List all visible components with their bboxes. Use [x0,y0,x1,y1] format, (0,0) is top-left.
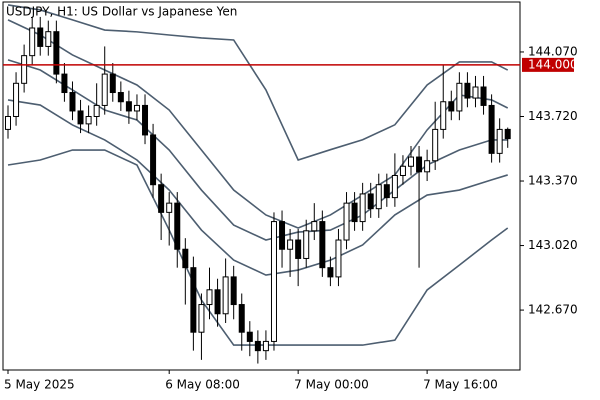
candle-body [472,86,479,99]
y-tick-label: 142.670 [528,303,578,317]
candle-body [5,115,11,130]
candle-body [351,202,358,223]
candle-body [496,128,503,154]
candle-body [21,55,28,84]
candle-body [142,104,149,136]
candle-body [287,239,294,250]
candle-body [246,331,253,342]
y-tick-label: 143.370 [528,174,578,188]
candle-body [174,202,181,250]
candle-body [448,101,455,112]
candle-body [488,104,495,154]
candle-body [214,289,221,315]
candle-body [311,221,318,232]
candle-body [456,82,463,112]
candle-body [335,239,342,278]
candle-body [206,289,213,306]
candle-body [270,221,277,342]
candle-body [230,276,237,306]
chart-title: USDJPY, H1: US Dollar vs Japanese Yen [6,5,237,19]
level-label: 144.000 [528,57,578,71]
candle-body [29,27,36,57]
candle-body [150,134,157,186]
candle-body [53,31,60,75]
candle-body [416,156,423,173]
candle-body [133,104,140,112]
candle-body [343,202,350,241]
candle-body [262,340,269,352]
candle-body [359,193,366,223]
candle-body [440,101,447,130]
plot-frame [2,1,521,371]
candle-body [319,221,326,269]
candle-body [13,82,20,117]
candle-body [190,267,197,333]
candle-body [69,92,76,112]
candle-body [182,248,189,269]
candle-body [77,110,84,125]
candle-body [391,174,398,199]
y-tick-label: 143.020 [528,238,578,252]
x-tick-label: 6 May 08:00 [165,378,240,392]
candle-body [45,31,52,47]
candle-body [254,340,261,352]
candle-body [327,267,334,278]
candle-body [399,165,406,176]
x-tick-label: 7 May 16:00 [423,378,498,392]
candle-body [367,193,374,210]
candle-body [383,184,390,199]
x-tick-label: 5 May 2025 [4,378,75,392]
candle-body [198,304,205,333]
level-label-box [522,57,574,72]
candle-body [408,156,414,167]
candle-body [85,115,92,125]
candle-body [61,73,68,94]
candle-body [158,184,165,213]
candle-body [93,104,100,117]
candle-body [125,101,132,112]
candle-body [375,184,382,210]
candle-body [109,73,116,94]
y-tick-label: 143.720 [528,109,578,123]
plot-layer [3,4,520,364]
candle-body [464,82,471,99]
candle-body [222,276,229,315]
candle-body [432,128,439,162]
candle-body [117,92,124,103]
candle-body [480,86,487,106]
band-line [7,4,509,161]
candle-body [303,230,310,259]
candle-body [238,304,245,333]
y-tick-label: 144.070 [528,44,578,58]
candle-body [101,73,108,106]
candle-body [295,239,302,259]
candle-body [37,27,44,47]
candle-body [166,202,173,213]
candle-body [504,128,511,140]
band-line [7,99,508,276]
candle-body [279,221,286,250]
candle-body [424,160,431,173]
x-tick-label: 7 May 00:00 [294,378,369,392]
